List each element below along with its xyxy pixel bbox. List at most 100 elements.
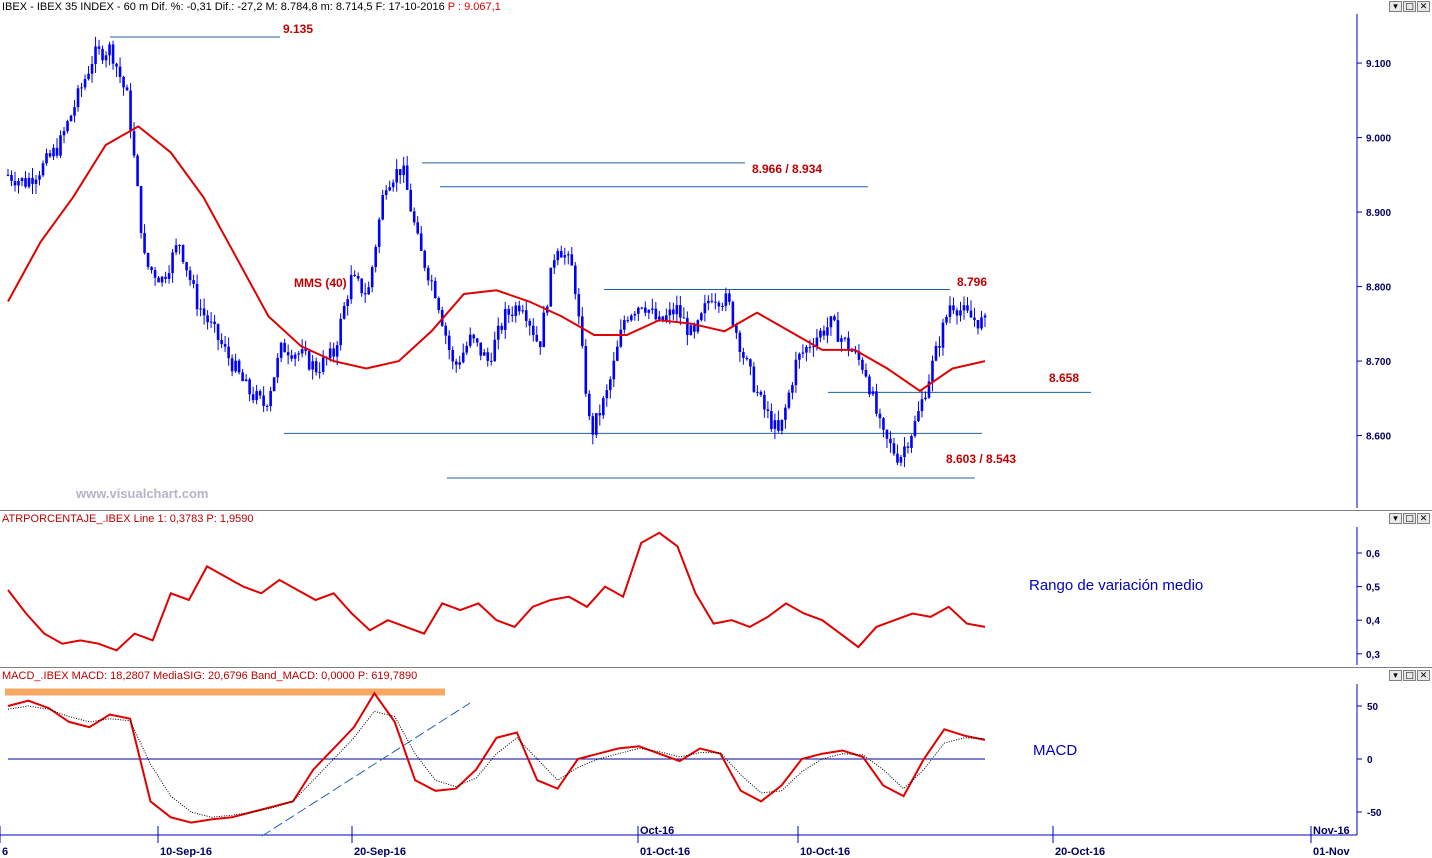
price-candle-body	[910, 435, 913, 448]
macd-pane[interactable]: MACD_.IBEX MACD: 18,2807 MediaSIG: 20,67…	[0, 667, 1432, 858]
price-candle-body	[384, 190, 388, 196]
atr-pane-window-buttons: ▾ □ ✕	[1389, 513, 1430, 524]
atr-line	[7, 531, 986, 652]
price-candle-body	[857, 351, 861, 360]
close-button[interactable]: ✕	[1417, 1, 1430, 12]
price-candle-body	[759, 391, 763, 395]
price-candle-body	[132, 131, 136, 156]
price-candle-body	[798, 353, 801, 360]
collapse-button[interactable]: ▾	[1389, 670, 1402, 681]
atr-tick-label: 0,3	[1366, 650, 1380, 661]
close-button[interactable]: ✕	[1417, 513, 1430, 524]
price-candle-body	[111, 44, 115, 64]
price-candle-body	[899, 456, 903, 463]
price-candle-body	[458, 362, 462, 365]
price-pane-header: IBEX - IBEX 35 INDEX - 60 m Dif. %: -0,3…	[2, 1, 501, 13]
collapse-button[interactable]: ▾	[1389, 1, 1402, 12]
price-candle-body	[801, 352, 805, 354]
price-candle-body	[955, 310, 959, 316]
price-candle-body	[178, 245, 181, 247]
price-candle-body	[328, 348, 332, 359]
price-candle-body	[626, 320, 630, 322]
price-candle-body	[966, 305, 969, 311]
price-candle-body	[619, 329, 623, 347]
price-candle-body	[181, 245, 185, 263]
price-candle-body	[13, 180, 17, 186]
price-candle-body	[304, 349, 307, 352]
time-month-label: Oct-16	[640, 825, 674, 837]
price-candle-body	[195, 283, 199, 310]
price-candle-body	[840, 338, 843, 342]
atr-caption: Rango de variación medio	[1029, 577, 1203, 594]
collapse-button[interactable]: ▾	[1389, 513, 1402, 524]
price-candle-body	[283, 342, 286, 353]
price-candle-body	[454, 361, 458, 365]
price-candle-body	[885, 429, 889, 439]
price-candle-body	[983, 315, 987, 318]
price-candle-body	[871, 391, 875, 395]
price-candle-body	[335, 345, 339, 357]
price-candle-body	[878, 413, 882, 419]
price-candle-body	[248, 379, 251, 395]
price-candle-body	[272, 377, 276, 392]
close-button[interactable]: ✕	[1417, 670, 1430, 681]
price-candle-body	[370, 267, 374, 288]
price-candle-body	[710, 300, 714, 302]
price-candle-body	[654, 308, 658, 320]
price-candle-body	[87, 73, 90, 80]
price-candle-body	[552, 260, 556, 268]
price-candle-body	[409, 189, 413, 212]
price-candle-body	[199, 308, 202, 310]
price-candle-body	[630, 315, 633, 321]
price-candle-body	[496, 325, 500, 340]
price-candle-body	[749, 359, 752, 367]
price-candle-body	[108, 44, 111, 56]
price-candle-body	[27, 177, 31, 187]
date-label: F: 17-10-2016	[375, 1, 445, 13]
price-candle-body	[609, 379, 612, 391]
price-candle-body	[945, 316, 948, 323]
price-tick-label: 9.000	[1366, 134, 1391, 145]
price-candle-body	[703, 303, 707, 314]
maximize-button[interactable]: □	[1403, 1, 1416, 12]
maximize-button[interactable]: □	[1403, 513, 1416, 524]
price-candle-body	[45, 153, 48, 164]
price-candle-body	[41, 163, 45, 176]
price-candle-body	[241, 372, 244, 382]
price-candle-body	[707, 300, 710, 304]
price-candle-body	[833, 316, 836, 321]
atr-pane[interactable]: ATRPORCENTAJE_.IBEX Line 1: 0,3783 P: 1,…	[0, 510, 1432, 668]
price-candle-body	[6, 174, 10, 176]
price-candle-body	[479, 342, 483, 356]
price-pane[interactable]: IBEX - IBEX 35 INDEX - 60 m Dif. %: -0,3…	[0, 0, 1432, 510]
price-candle-body	[763, 394, 766, 410]
price-candle-body	[423, 250, 427, 268]
price-candle-body	[311, 361, 314, 370]
price-candle-body	[94, 46, 97, 65]
price-candle-body	[836, 320, 840, 342]
price-candle-body	[616, 346, 619, 361]
price-candle-body	[150, 266, 153, 271]
price-candle-body	[787, 392, 791, 408]
price-candle-body	[31, 177, 34, 184]
price-candle-body	[920, 399, 924, 412]
price-candle-body	[742, 352, 745, 358]
price-candle-body	[510, 314, 514, 317]
price-candle-body	[447, 335, 451, 351]
price-candle-body	[486, 352, 490, 361]
price-candle-body	[269, 391, 272, 407]
price-candle-body	[55, 147, 59, 156]
time-tick-label: 01-Nov	[1313, 846, 1351, 857]
price-candle-body	[531, 325, 535, 335]
price-candle-body	[507, 308, 511, 315]
price-candle-body	[826, 327, 829, 336]
price-candle-body	[952, 305, 955, 311]
price-candle-body	[136, 155, 139, 187]
maximize-button[interactable]: □	[1403, 670, 1416, 681]
price-candle-body	[62, 131, 66, 136]
annotation-mms: MMS (40)	[294, 276, 347, 290]
atr-tick-label: 0,5	[1366, 583, 1380, 594]
price-candle-body	[976, 319, 980, 329]
price-candle-body	[700, 313, 703, 321]
